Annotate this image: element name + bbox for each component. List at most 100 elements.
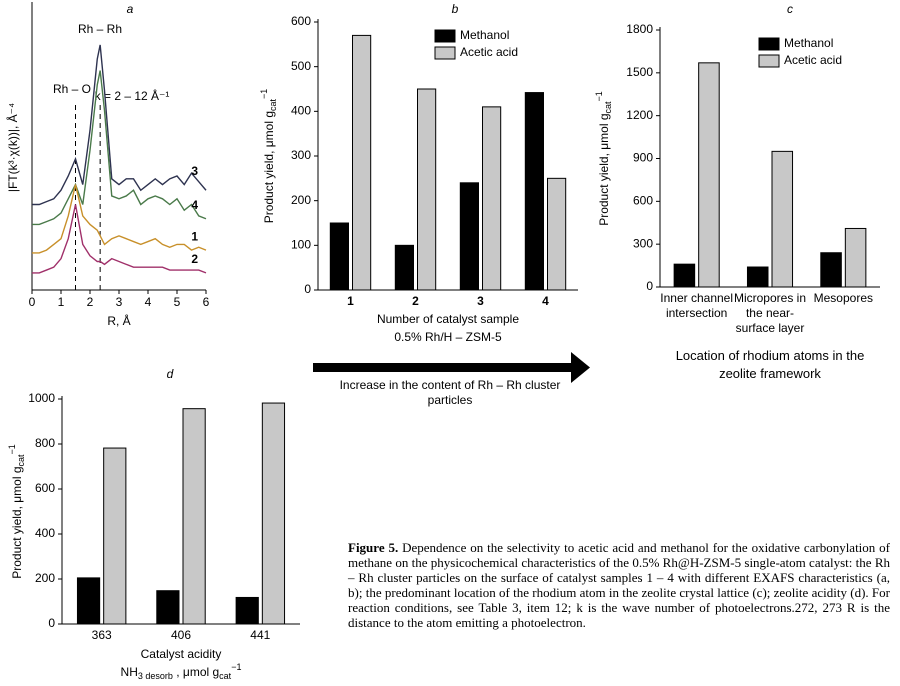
- y-axis-label-part: cat: [268, 98, 278, 111]
- bar: [524, 92, 544, 291]
- series-label: 2: [191, 252, 198, 266]
- y-axis-label-part: −1: [594, 91, 604, 101]
- chart-title: d: [167, 367, 174, 381]
- caption-text: Dependence on the selectivity to acetic …: [348, 540, 891, 630]
- bar: [394, 244, 414, 291]
- y-tick-label: 800: [35, 436, 55, 450]
- x-tick-label: 2: [412, 294, 419, 308]
- x-axis-label-part: , μmol g: [173, 665, 219, 679]
- y-tick-label: 0: [304, 282, 311, 296]
- x-axis-label: 0.5% Rh/H – ZSM-5: [394, 330, 502, 344]
- bar: [417, 88, 437, 291]
- y-axis-label: Product yield, μmol gcat−1: [7, 444, 26, 579]
- chart-title: c: [787, 2, 793, 16]
- annotation: Rh – O: [53, 82, 91, 96]
- y-axis-label-part: cat: [603, 101, 613, 114]
- bar: [261, 402, 286, 625]
- x-axis-label: Catalyst acidity: [141, 647, 222, 661]
- chart-title: a: [127, 2, 134, 16]
- caption-label: Figure 5.: [348, 540, 399, 555]
- x-axis-label: Number of catalyst sample: [377, 312, 519, 326]
- x-tick-label: 3: [477, 294, 484, 308]
- bar: [844, 227, 867, 288]
- legend-label: Methanol: [784, 36, 833, 50]
- caption: Figure 5. Dependence on the selectivity …: [348, 540, 890, 630]
- bar: [820, 252, 842, 288]
- x-tick-label: Micropores in the near-surface layer: [733, 291, 806, 335]
- legend-swatch: [434, 29, 456, 43]
- series-line: [32, 70, 207, 226]
- bar: [547, 177, 567, 291]
- y-axis-label-part: Product yield, μmol g: [597, 113, 611, 225]
- y-tick-label: 100: [291, 238, 311, 252]
- x-axis-label-part: cat: [219, 671, 232, 681]
- x-axis-label: R, Å: [107, 313, 130, 328]
- bar: [156, 590, 180, 625]
- x-axis-label: Location of rhodium atoms in the zeolite…: [675, 348, 865, 381]
- x-tick-label: 1: [58, 295, 65, 309]
- bar: [673, 263, 696, 288]
- x-axis-label-part: −1: [231, 662, 241, 672]
- bar: [76, 577, 101, 625]
- bar: [482, 106, 502, 291]
- series-label: 3: [191, 164, 198, 178]
- x-tick-label: 406: [170, 628, 191, 642]
- y-tick-label: 900: [633, 151, 653, 165]
- legend-label: Acetic acid: [784, 53, 842, 67]
- y-tick-label: 0: [48, 616, 55, 630]
- y-tick-label: 600: [35, 481, 55, 495]
- bar: [746, 266, 769, 288]
- series-line: [32, 204, 207, 274]
- y-tick-label: 200: [35, 571, 55, 585]
- legend-swatch: [758, 54, 780, 68]
- annotation: k = 2 – 12 Å⁻¹: [95, 88, 170, 103]
- y-axis-label-part: Product yield, μmol g: [262, 111, 276, 223]
- x-tick-label: 441: [250, 628, 271, 642]
- series-line: [32, 184, 207, 254]
- x-tick-label: 363: [91, 628, 112, 642]
- x-tick-label: 3: [116, 295, 123, 309]
- x-tick-label: 5: [174, 295, 181, 309]
- y-tick-label: 1800: [626, 22, 653, 36]
- bar: [103, 447, 127, 625]
- x-tick-label: 2: [87, 295, 94, 309]
- y-tick-label: 300: [633, 236, 653, 250]
- y-axis-label-part: −1: [259, 89, 269, 99]
- y-axis-label-part: −1: [7, 444, 17, 454]
- y-tick-label: 400: [35, 526, 55, 540]
- bar: [459, 182, 479, 291]
- bar: [698, 62, 720, 288]
- x-tick-label: 6: [203, 295, 210, 309]
- x-tick-label: 4: [145, 295, 152, 309]
- y-tick-label: 300: [291, 148, 311, 162]
- x-axis-label-part: 3 desorb: [138, 671, 173, 681]
- y-tick-label: 0: [646, 279, 653, 293]
- annotation: Rh – Rh: [78, 22, 122, 36]
- legend-label: Acetic acid: [460, 45, 518, 59]
- series-line: [32, 44, 207, 206]
- bar: [329, 222, 349, 291]
- x-axis-label-part: NH: [121, 665, 138, 679]
- legend-label: Methanol: [460, 28, 509, 42]
- y-axis-label: Product yield, μmol gcat−1: [594, 91, 613, 226]
- y-tick-label: 600: [633, 194, 653, 208]
- x-tick-label: 0: [29, 295, 36, 309]
- arrow-label: Increase in the content of Rh – Rh clust…: [339, 378, 561, 407]
- y-axis-label: |FT(k³·χ(k))|, Å⁻⁴: [5, 103, 20, 192]
- x-tick-label: Inner channel intersection: [660, 291, 734, 320]
- arrow-head: [571, 352, 590, 383]
- y-axis-label-part: Product yield, μmol g: [10, 466, 24, 578]
- x-tick-label: 4: [542, 294, 549, 308]
- chart-title: b: [452, 2, 459, 16]
- bar: [235, 596, 259, 625]
- x-axis-label: NH3 desorb , μmol gcat−1: [121, 662, 242, 681]
- y-tick-label: 400: [291, 104, 311, 118]
- y-tick-label: 1000: [28, 391, 55, 405]
- y-tick-label: 500: [291, 59, 311, 73]
- x-tick-label: Mesopores: [813, 291, 873, 305]
- y-tick-label: 200: [291, 193, 311, 207]
- x-tick-label: 1: [347, 294, 354, 308]
- bar: [182, 408, 206, 625]
